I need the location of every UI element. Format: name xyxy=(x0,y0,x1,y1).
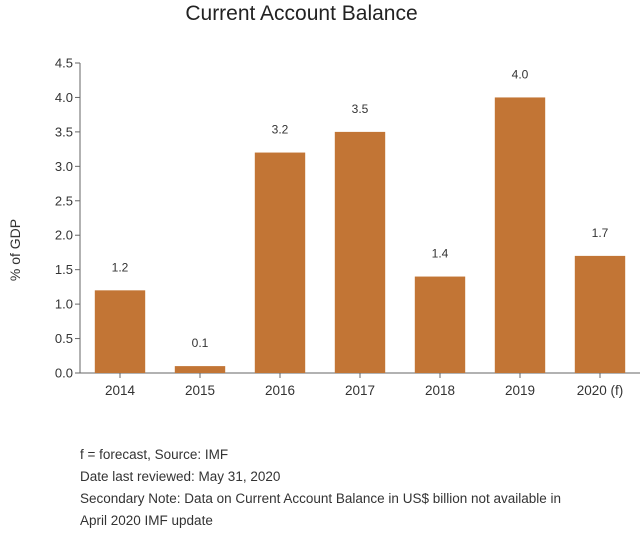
data-label: 1.2 xyxy=(112,260,129,274)
data-label: 4.0 xyxy=(512,67,529,81)
y-tick-label: 1.0 xyxy=(55,297,73,312)
y-tick-label: 1.5 xyxy=(55,262,73,277)
data-label: 1.7 xyxy=(592,226,609,240)
y-tick-label: 4.0 xyxy=(55,90,73,105)
y-tick-label: 3.0 xyxy=(55,159,73,174)
x-tick-label: 2018 xyxy=(425,383,455,398)
bar-chart: 0.00.51.01.52.02.53.03.54.04.5 2014 2015 2… xyxy=(7,56,640,398)
x-tick-label: 2017 xyxy=(345,383,375,398)
y-tick-label: 2.5 xyxy=(55,193,73,208)
bar xyxy=(174,366,226,373)
bar xyxy=(574,255,626,373)
y-tick-label: 0.0 xyxy=(55,366,73,381)
note-date-reviewed: Date last reviewed: May 31, 2020 xyxy=(80,469,281,484)
note-secondary-cont: April 2020 IMF update xyxy=(80,513,213,528)
note-source: f = forecast, Source: IMF xyxy=(80,447,229,462)
note-secondary: Secondary Note: Data on Current Account … xyxy=(80,491,562,506)
x-tick-label: 2015 xyxy=(185,383,215,398)
x-tick-label: 2014 xyxy=(105,383,136,398)
bar xyxy=(254,152,306,373)
x-tick-label: 2019 xyxy=(505,383,535,398)
y-tick-label: 2.0 xyxy=(55,228,73,243)
y-tick-label: 4.5 xyxy=(55,56,73,71)
chart-title: Current Account Balance xyxy=(185,2,418,25)
data-label: 3.2 xyxy=(272,123,289,137)
y-tick-label: 3.5 xyxy=(55,124,73,139)
x-tick-label: 2020 (f) xyxy=(577,383,624,398)
chart-notes: f = forecast, Source: IMF Date last revi… xyxy=(80,444,561,532)
x-tick-label: 2016 xyxy=(265,383,295,398)
y-axis: 0.0 0.5 1.0 1.5 2.0 2.5 3.0 3.5 4.0 4.5 xyxy=(55,56,81,381)
value-labels: 1.2 0.1 3.2 3.5 1.4 4.0 1.7 xyxy=(112,67,609,350)
bar xyxy=(494,97,546,373)
bar xyxy=(414,276,466,373)
y-tick-label: 0.5 xyxy=(55,331,73,346)
data-label: 1.4 xyxy=(432,247,449,261)
x-axis: 2014 2015 2016 2017 2018 2019 2020 (f) xyxy=(80,372,640,398)
bar xyxy=(94,290,146,373)
bar xyxy=(334,131,386,373)
y-axis-label: % of GDP xyxy=(7,219,23,281)
bars xyxy=(94,97,626,373)
data-label: 0.1 xyxy=(192,336,209,350)
data-label: 3.5 xyxy=(352,102,369,116)
